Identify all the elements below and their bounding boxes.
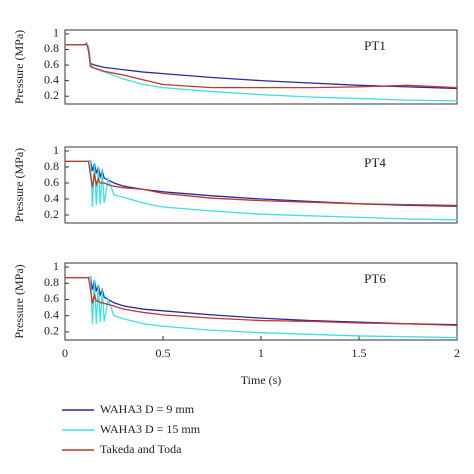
x-tick-label: 2 bbox=[454, 346, 460, 360]
x-tick-label: 0.5 bbox=[156, 346, 171, 360]
series-line bbox=[65, 276, 458, 327]
y-tick-label: 1 bbox=[53, 26, 59, 40]
y-tick-label: 0.8 bbox=[44, 159, 59, 173]
y-tick-label: 0.4 bbox=[44, 72, 59, 86]
series-line bbox=[65, 159, 458, 221]
y-tick-label: 0.2 bbox=[44, 207, 59, 221]
plot-frame bbox=[64, 262, 458, 341]
y-tick-label: 0.4 bbox=[44, 307, 59, 321]
panel-label: PT1 bbox=[364, 38, 386, 53]
panel-label: PT4 bbox=[364, 155, 386, 170]
y-axis-label: Pressure (MPa) bbox=[12, 264, 26, 338]
legend-label: Takeda and Toda bbox=[100, 442, 182, 456]
x-tick-label: 0 bbox=[62, 346, 68, 360]
plot-frame bbox=[64, 146, 458, 224]
y-tick-label: 0.6 bbox=[44, 291, 59, 305]
plot-frame bbox=[64, 29, 458, 105]
y-tick-label: 0.6 bbox=[44, 57, 59, 71]
panel-label: PT6 bbox=[364, 271, 386, 286]
y-tick-label: 1 bbox=[53, 143, 59, 157]
legend-label: WAHA3 D = 9 mm bbox=[100, 402, 195, 416]
series-line bbox=[65, 44, 458, 90]
series-line bbox=[65, 159, 458, 207]
x-tick-label: 1.5 bbox=[352, 346, 367, 360]
y-tick-label: 0.8 bbox=[44, 275, 59, 289]
y-tick-label: 0.4 bbox=[44, 191, 59, 205]
y-tick-label: 0.2 bbox=[44, 324, 59, 338]
series-line bbox=[65, 275, 458, 326]
y-tick-label: 0.8 bbox=[44, 41, 59, 55]
series-line bbox=[65, 275, 458, 339]
y-tick-label: 0.2 bbox=[44, 88, 59, 102]
series-line bbox=[65, 160, 458, 207]
y-axis-label: Pressure (MPa) bbox=[12, 30, 26, 104]
y-tick-label: 1 bbox=[53, 259, 59, 273]
series-line bbox=[65, 42, 458, 89]
legend-label: WAHA3 D = 15 mm bbox=[100, 422, 201, 436]
y-tick-label: 0.6 bbox=[44, 175, 59, 189]
y-axis-label: Pressure (MPa) bbox=[12, 148, 26, 222]
x-tick-label: 1 bbox=[258, 346, 264, 360]
x-axis-label: Time (s) bbox=[241, 373, 282, 387]
series-line bbox=[65, 44, 458, 102]
